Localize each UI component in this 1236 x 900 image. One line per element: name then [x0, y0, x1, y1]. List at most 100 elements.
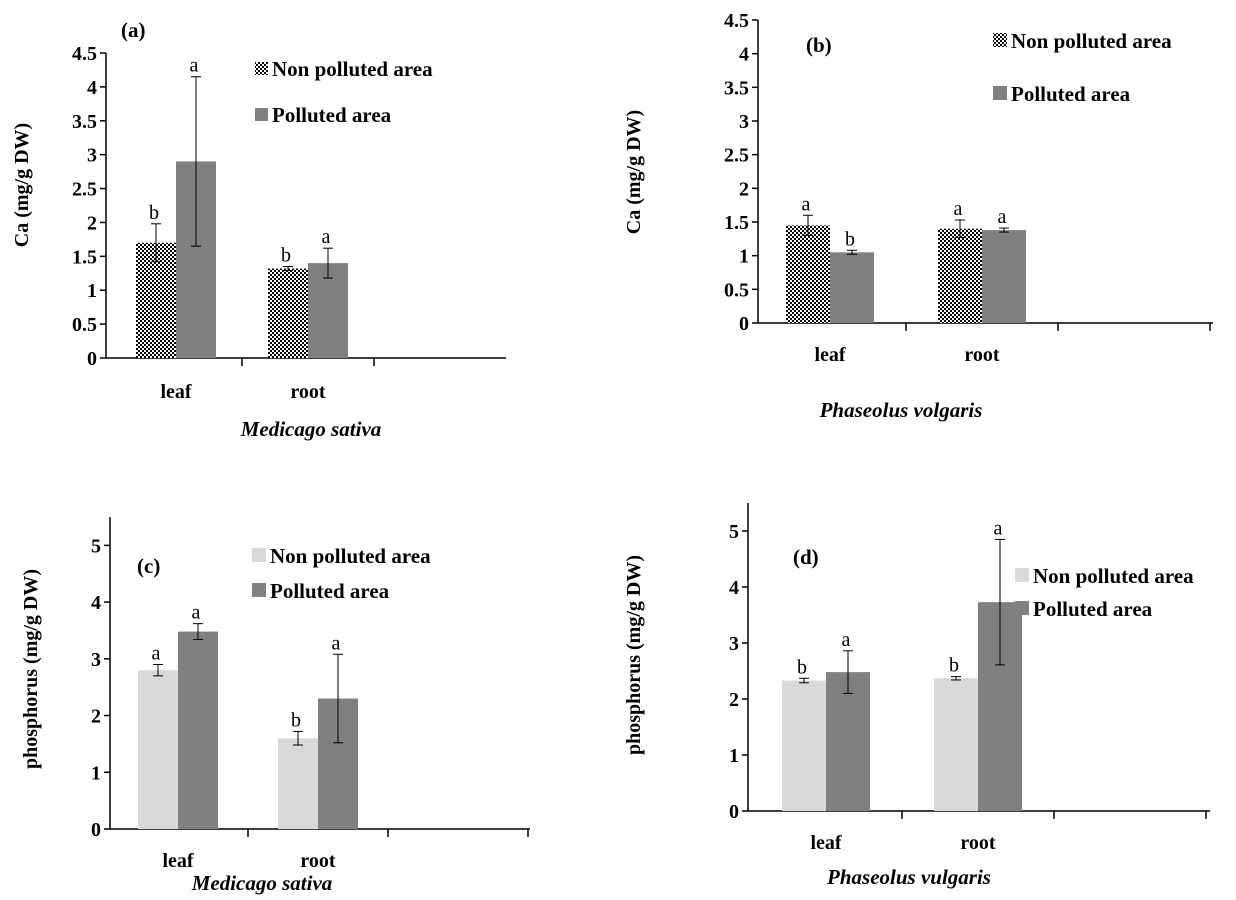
legend-swatch — [252, 548, 266, 562]
bar-polluted-area-leaf — [830, 252, 874, 323]
y-tick-label: 3 — [87, 145, 97, 167]
y-tick-label: 0 — [729, 801, 739, 823]
bar-non-polluted-area-root — [938, 228, 982, 323]
y-axis-title: phosphorus (mg/g DW) — [20, 569, 42, 769]
significance-letter: a — [190, 55, 199, 77]
significance-letter: a — [152, 642, 161, 664]
legend-label: Polluted area — [272, 103, 392, 127]
legend-label: Non polluted area — [1033, 564, 1194, 588]
y-tick-label: 2 — [87, 212, 97, 234]
y-tick-label: 2 — [739, 178, 749, 200]
y-tick-label: 4.5 — [724, 10, 749, 32]
y-tick-label: 1 — [87, 280, 97, 302]
category-label: leaf — [810, 832, 841, 854]
legend-swatch — [255, 108, 268, 121]
significance-letter: a — [802, 193, 811, 215]
y-tick-label: 0.5 — [724, 279, 749, 301]
chart-panel-d: 0 1 2 3 4 5 b b a a leaf root Phaseolus vulgaris phos… — [623, 503, 1210, 889]
legend-label: Polluted area — [1011, 82, 1131, 106]
bar-polluted-area-root — [982, 230, 1026, 323]
significance-letter: a — [954, 198, 963, 220]
y-tick-label: 4 — [91, 592, 101, 614]
category-label: leaf — [814, 344, 845, 366]
bar-non-polluted-area-leaf — [782, 680, 826, 811]
y-tick-label: 2.5 — [724, 145, 749, 167]
legend-label: Polluted area — [1033, 597, 1153, 621]
legend-label: Polluted area — [270, 579, 390, 603]
legend-label: Non polluted area — [1011, 29, 1172, 53]
legend-swatch — [993, 86, 1007, 100]
chart-panel-a: 0 0.5 1 1.5 2 2.5 3 3.5 4 4.5 b b a a leaf root Medicago… — [11, 18, 506, 441]
y-tick-label: 4 — [729, 577, 739, 599]
bar-polluted-area-root — [308, 263, 348, 358]
bar-polluted-area-leaf — [826, 672, 870, 811]
legend-label: Non polluted area — [272, 57, 433, 81]
panel-label: (c) — [137, 554, 160, 578]
x-axis-title: Phaseolus vulgaris — [826, 865, 991, 889]
significance-letter: a — [192, 602, 201, 624]
significance-letter: b — [949, 655, 959, 677]
y-tick-label: 5 — [729, 521, 739, 543]
legend-swatch — [1015, 601, 1029, 615]
panel-label: (d) — [793, 545, 819, 569]
y-tick-label: 0 — [739, 313, 749, 335]
y-tick-label: 0 — [87, 348, 97, 370]
y-tick-label: 4 — [739, 44, 749, 66]
panel-label: (a) — [121, 18, 146, 42]
y-tick-label: 5 — [91, 535, 101, 557]
x-axis-title: Medicago sativa — [240, 417, 382, 441]
y-axis-title: Ca (mg/g DW) — [11, 123, 33, 247]
significance-letter: a — [994, 517, 1003, 539]
category-label: leaf — [162, 850, 193, 872]
y-tick-label: 2 — [729, 689, 739, 711]
category-label: root — [960, 832, 996, 854]
y-tick-label: 1 — [739, 246, 749, 268]
y-tick-label: 1.5 — [724, 212, 749, 234]
y-axis-title: phosphorus (mg/g DW) — [623, 555, 645, 755]
bar-non-polluted-area-root — [934, 678, 978, 811]
y-tick-label: 3 — [739, 111, 749, 133]
significance-letter: b — [149, 202, 159, 224]
y-tick-label: 3.5 — [72, 111, 97, 133]
y-tick-label: 0 — [91, 819, 101, 841]
y-tick-label: 2.5 — [72, 179, 97, 201]
y-tick-label: 3 — [91, 649, 101, 671]
category-label: root — [964, 344, 1000, 366]
category-label: root — [300, 850, 336, 872]
category-label: root — [290, 381, 326, 403]
y-tick-label: 1 — [91, 762, 101, 784]
bar-polluted-area-leaf — [178, 631, 218, 829]
bar-non-polluted-area-leaf — [786, 225, 830, 323]
legend-swatch — [1015, 568, 1029, 582]
significance-letter: a — [332, 632, 341, 654]
y-tick-label: 4.5 — [72, 43, 97, 65]
significance-letter: b — [797, 656, 807, 678]
legend-swatch — [252, 583, 266, 597]
legend-swatch — [255, 62, 268, 75]
x-axis-title: Medicago sativa — [191, 871, 333, 895]
bar-non-polluted-area-leaf — [138, 670, 178, 829]
significance-letter: b — [845, 228, 855, 250]
legend-label: Non polluted area — [270, 544, 431, 568]
y-tick-label: 0.5 — [72, 314, 97, 336]
significance-letter: a — [322, 226, 331, 248]
y-tick-label: 2 — [91, 706, 101, 728]
significance-letter: b — [281, 245, 291, 267]
significance-letter: a — [842, 629, 851, 651]
chart-panel-b: 0 0.5 1 1.5 2 2.5 3 3.5 4 4.5 a a b a leaf root Phaseolu… — [623, 10, 1213, 422]
category-label: leaf — [160, 381, 191, 403]
bar-non-polluted-area-root — [268, 268, 308, 358]
panel-label: (b) — [806, 33, 832, 57]
significance-letter: b — [291, 709, 301, 731]
legend-swatch — [993, 33, 1007, 47]
y-tick-label: 4 — [87, 77, 97, 99]
y-axis-title: Ca (mg/g DW) — [623, 110, 645, 234]
y-tick-label: 1 — [729, 745, 739, 767]
y-tick-label: 3.5 — [724, 77, 749, 99]
y-tick-label: 1.5 — [72, 246, 97, 268]
significance-letter: a — [998, 206, 1007, 228]
y-tick-label: 3 — [729, 633, 739, 655]
x-axis-title: Phaseolus volgaris — [819, 398, 983, 422]
